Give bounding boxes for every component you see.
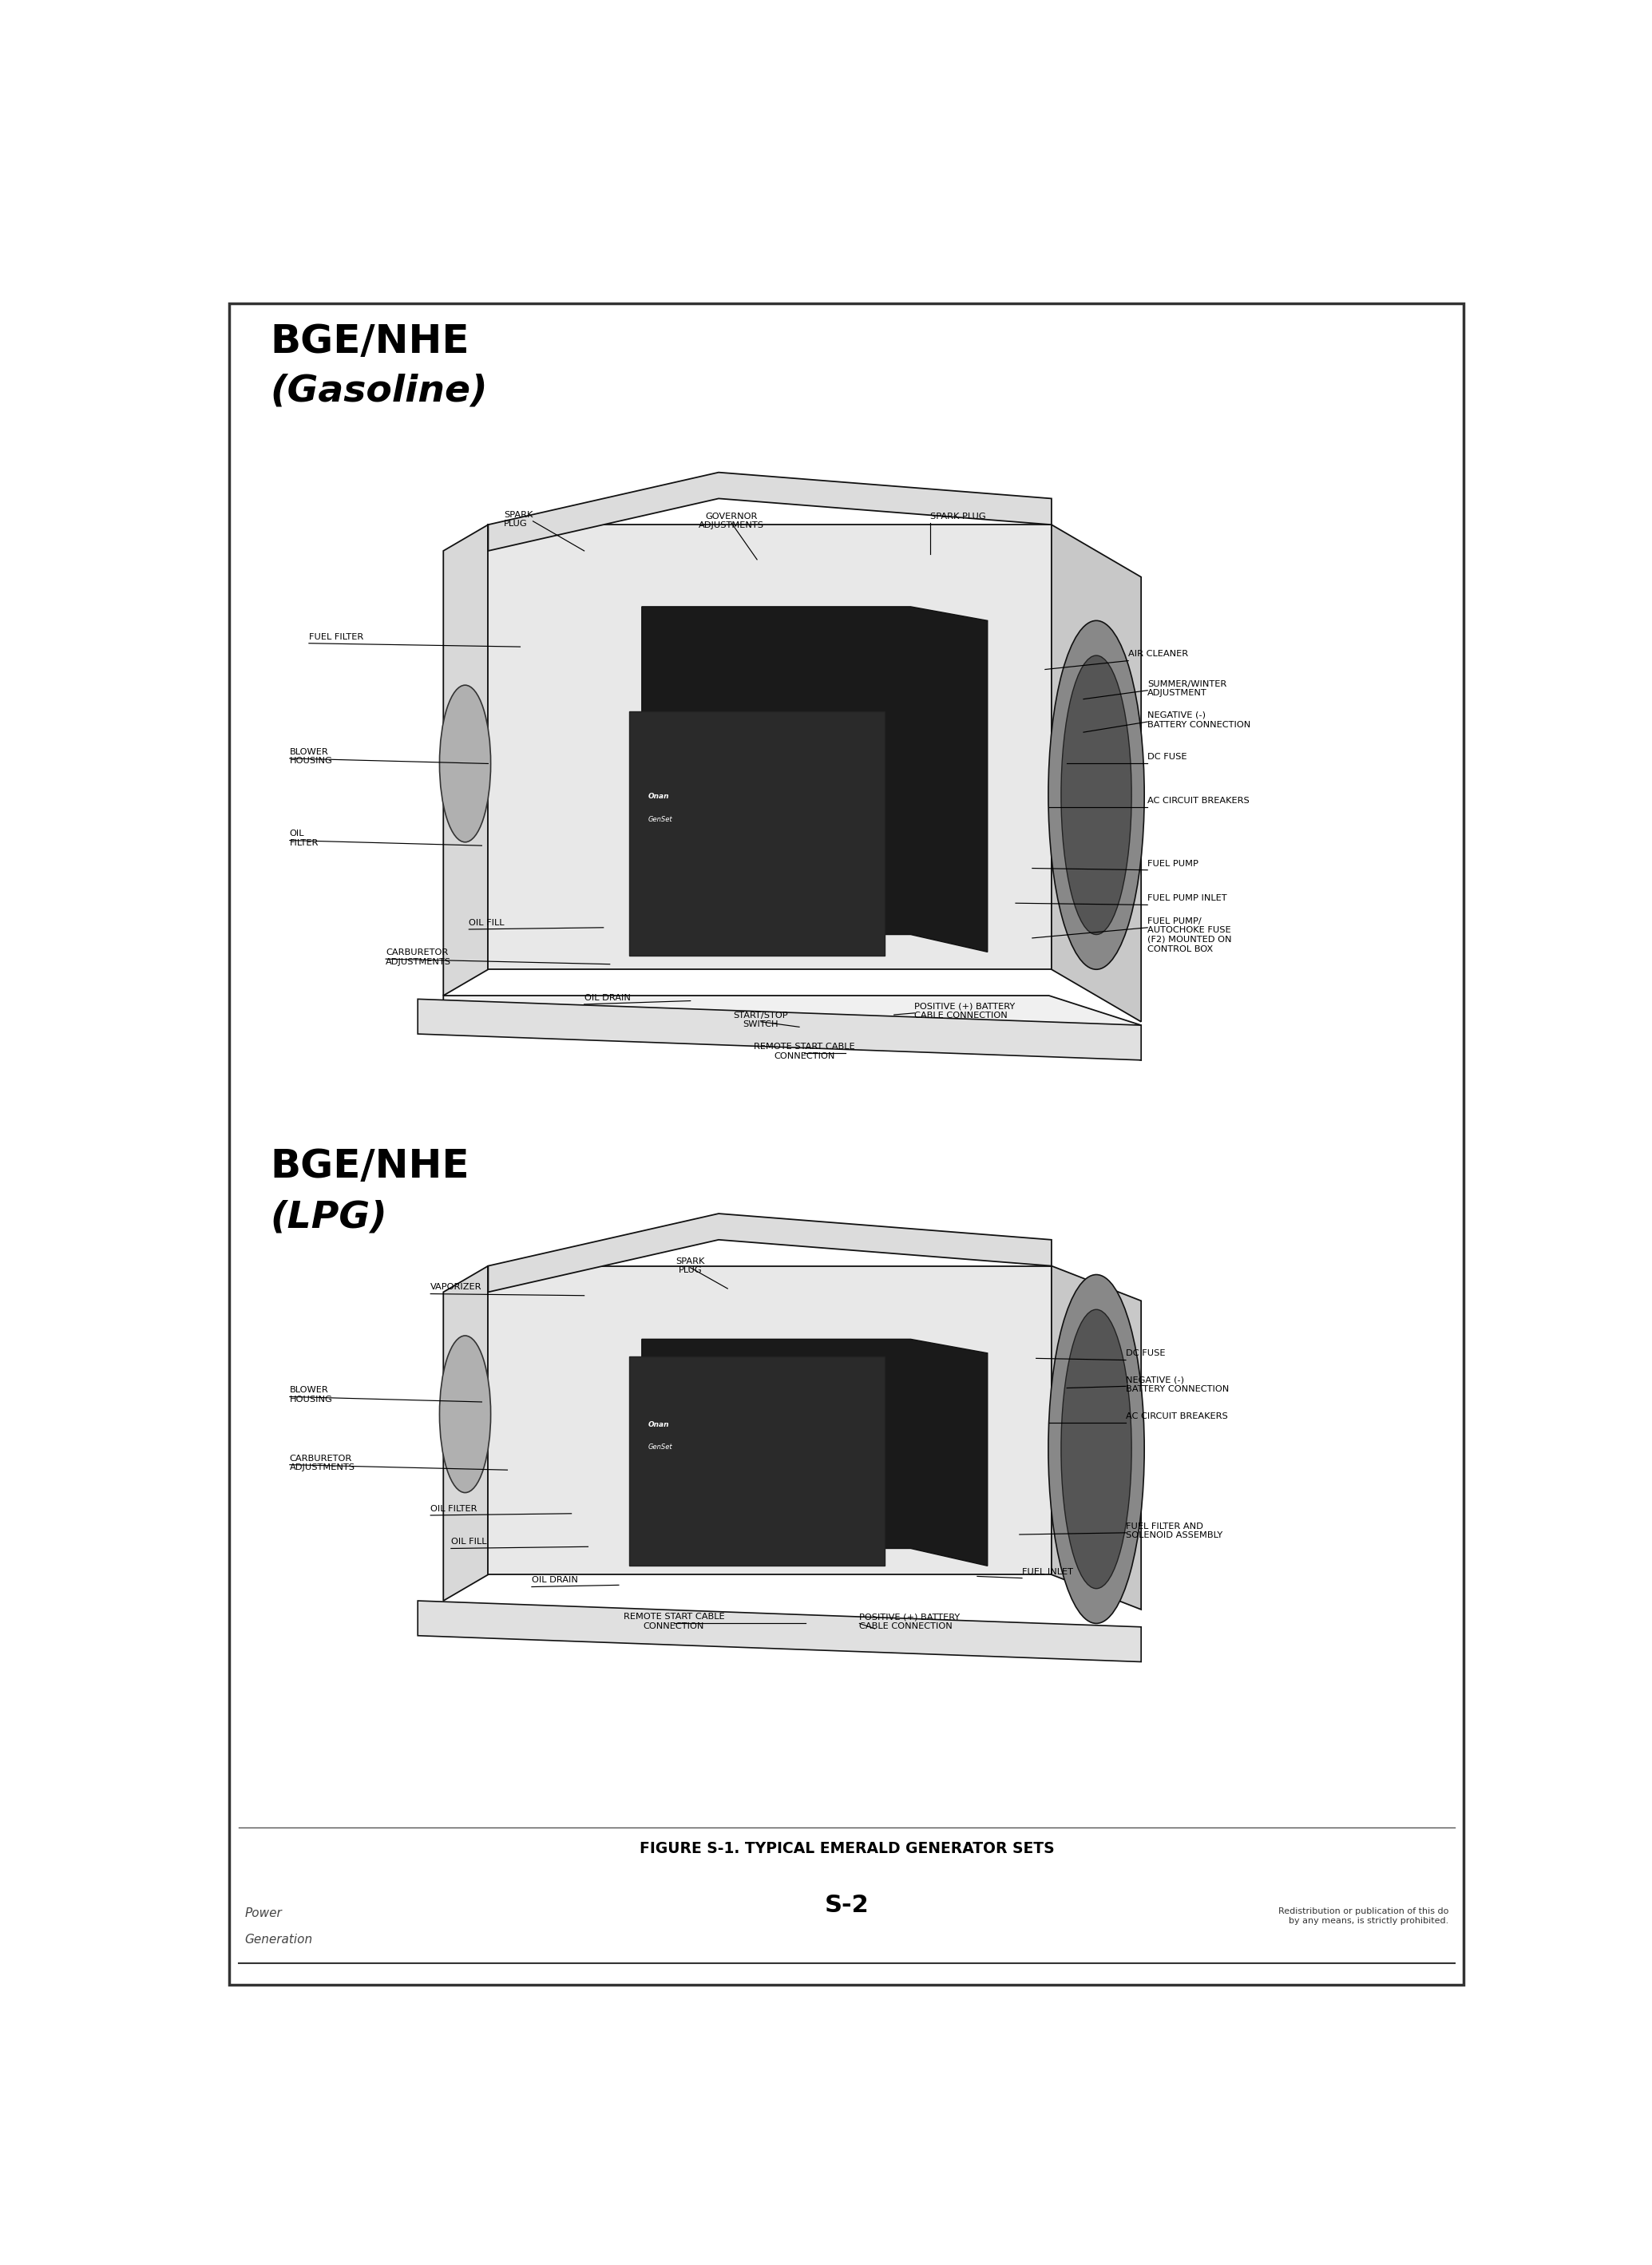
Text: BGE/NHE: BGE/NHE	[271, 1148, 469, 1185]
Polygon shape	[643, 1339, 988, 1565]
Text: START/STOP
SWITCH: START/STOP SWITCH	[733, 1010, 788, 1028]
Text: GenSet: GenSet	[648, 815, 672, 822]
Polygon shape	[489, 1214, 1052, 1291]
Polygon shape	[489, 525, 1052, 969]
Text: CARBURETOR
ADJUSTMENTS: CARBURETOR ADJUSTMENTS	[289, 1454, 355, 1472]
Polygon shape	[418, 999, 1142, 1060]
Text: FUEL FILTER AND
SOLENOID ASSEMBLY: FUEL FILTER AND SOLENOID ASSEMBLY	[1125, 1522, 1222, 1540]
Text: OIL DRAIN: OIL DRAIN	[532, 1576, 578, 1583]
Text: Onan: Onan	[648, 1420, 669, 1427]
Text: AC CIRCUIT BREAKERS: AC CIRCUIT BREAKERS	[1125, 1413, 1227, 1420]
Text: FUEL INLET: FUEL INLET	[1023, 1567, 1074, 1576]
Ellipse shape	[1061, 1309, 1132, 1588]
Polygon shape	[443, 525, 489, 997]
Bar	[629, 1357, 885, 1565]
Text: BGE/NHE: BGE/NHE	[271, 322, 469, 360]
Text: OIL FILL: OIL FILL	[451, 1538, 487, 1547]
Text: DC FUSE: DC FUSE	[1148, 754, 1188, 761]
Text: SPARK
PLUG: SPARK PLUG	[676, 1257, 705, 1275]
Polygon shape	[1052, 525, 1142, 1022]
Text: OIL FILL: OIL FILL	[469, 920, 504, 926]
Text: NEGATIVE (-)
BATTERY CONNECTION: NEGATIVE (-) BATTERY CONNECTION	[1148, 711, 1251, 729]
Text: SPARK
PLUG: SPARK PLUG	[504, 510, 534, 528]
Text: Onan: Onan	[648, 793, 669, 800]
Text: BLOWER
HOUSING: BLOWER HOUSING	[289, 747, 332, 766]
Ellipse shape	[1061, 655, 1132, 935]
Polygon shape	[443, 997, 1142, 1060]
Text: OIL FILTER: OIL FILTER	[431, 1504, 477, 1513]
Text: (LPG): (LPG)	[271, 1200, 388, 1237]
Text: FUEL PUMP/
AUTOCHOKE FUSE
(F2) MOUNTED ON
CONTROL BOX: FUEL PUMP/ AUTOCHOKE FUSE (F2) MOUNTED O…	[1148, 917, 1232, 954]
Text: SPARK PLUG: SPARK PLUG	[930, 512, 986, 521]
Polygon shape	[418, 1601, 1142, 1663]
Text: SUMMER/WINTER
ADJUSTMENT: SUMMER/WINTER ADJUSTMENT	[1148, 680, 1227, 698]
Text: Power: Power	[244, 1907, 282, 1921]
Text: AC CIRCUIT BREAKERS: AC CIRCUIT BREAKERS	[1148, 797, 1249, 804]
Polygon shape	[489, 473, 1052, 550]
Text: FUEL PUMP INLET: FUEL PUMP INLET	[1148, 895, 1227, 901]
Text: REMOTE START CABLE
CONNECTION: REMOTE START CABLE CONNECTION	[753, 1042, 856, 1060]
Text: Redistribution or publication of this do
by any means, is strictly prohibited.: Redistribution or publication of this do…	[1279, 1907, 1449, 1925]
Text: GOVERNOR
ADJUSTMENTS: GOVERNOR ADJUSTMENTS	[699, 512, 765, 530]
Ellipse shape	[1049, 1275, 1145, 1624]
Text: NEGATIVE (-)
BATTERY CONNECTION: NEGATIVE (-) BATTERY CONNECTION	[1125, 1375, 1229, 1393]
Text: REMOTE START CABLE
CONNECTION: REMOTE START CABLE CONNECTION	[623, 1613, 724, 1631]
Text: DC FUSE: DC FUSE	[1125, 1350, 1165, 1357]
Ellipse shape	[439, 684, 491, 843]
Text: FIGURE S-1. TYPICAL EMERALD GENERATOR SETS: FIGURE S-1. TYPICAL EMERALD GENERATOR SE…	[639, 1841, 1054, 1857]
Polygon shape	[443, 1266, 489, 1601]
Text: S-2: S-2	[824, 1894, 869, 1916]
Text: GenSet: GenSet	[648, 1443, 672, 1450]
Text: POSITIVE (+) BATTERY
CABLE CONNECTION: POSITIVE (+) BATTERY CABLE CONNECTION	[859, 1613, 960, 1631]
Text: VAPORIZER: VAPORIZER	[431, 1284, 482, 1291]
Text: OIL
FILTER: OIL FILTER	[289, 829, 319, 847]
Text: FUEL PUMP: FUEL PUMP	[1148, 858, 1198, 867]
Polygon shape	[489, 1266, 1052, 1574]
Ellipse shape	[439, 1336, 491, 1493]
Text: OIL DRAIN: OIL DRAIN	[585, 994, 631, 1001]
Polygon shape	[1052, 1266, 1142, 1610]
Ellipse shape	[1049, 621, 1145, 969]
Text: POSITIVE (+) BATTERY
CABLE CONNECTION: POSITIVE (+) BATTERY CABLE CONNECTION	[915, 1003, 1016, 1019]
Text: FUEL FILTER: FUEL FILTER	[309, 632, 363, 641]
Polygon shape	[643, 607, 988, 951]
Text: Generation: Generation	[244, 1934, 312, 1946]
Text: CARBURETOR
ADJUSTMENTS: CARBURETOR ADJUSTMENTS	[387, 949, 451, 965]
Text: (Gasoline): (Gasoline)	[271, 374, 489, 410]
Text: BLOWER
HOUSING: BLOWER HOUSING	[289, 1386, 332, 1404]
Text: AIR CLEANER: AIR CLEANER	[1128, 650, 1188, 659]
Bar	[629, 711, 885, 956]
